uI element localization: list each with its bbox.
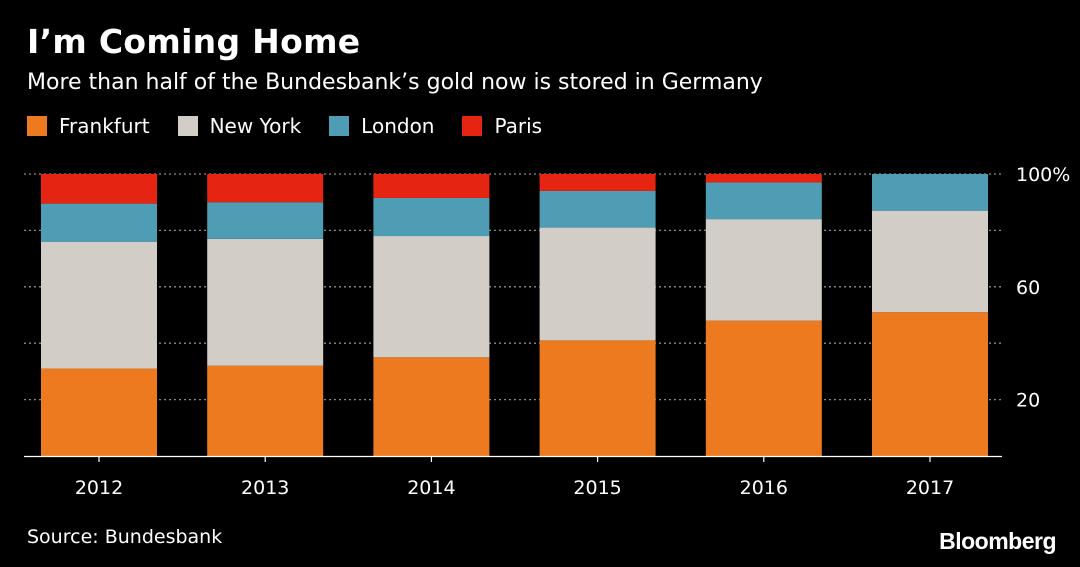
legend-swatch-paris [462, 116, 483, 136]
legend-item-new-york: New York [177, 114, 302, 138]
chart-title: I’m Coming Home [27, 22, 361, 61]
y-tick-label-100: 100% [1016, 164, 1070, 186]
legend-label-new-york: New York [209, 114, 302, 138]
bar-2014-new-york [373, 236, 490, 358]
bar-2017-new-york [872, 210, 988, 313]
bar-2013-paris [207, 174, 324, 203]
bar-2016-frankfurt [705, 320, 822, 456]
bar-2014-frankfurt [373, 357, 490, 456]
bloomberg-logo: Bloomberg [939, 528, 1056, 554]
legend-label-paris: Paris [494, 114, 543, 138]
bar-2016-london [705, 182, 822, 220]
bar-2012-frankfurt [41, 368, 157, 456]
source-note: Source: Bundesbank [27, 526, 223, 548]
x-tick-label-2016: 2016 [740, 477, 788, 499]
x-tick-label-2012: 2012 [75, 477, 123, 499]
legend-swatch-new-york [177, 116, 198, 136]
bar-2012-new-york [41, 241, 157, 369]
legend-item-frankfurt: Frankfurt [27, 114, 150, 138]
bar-2016-new-york [705, 219, 822, 321]
bar-2013-frankfurt [207, 365, 324, 456]
bar-2014-london [373, 197, 490, 237]
bar-2012-london [41, 203, 157, 242]
bar-2013-london [207, 202, 324, 239]
bar-2015-frankfurt [539, 340, 656, 456]
bar-2015-london [539, 190, 656, 228]
bar-2012-paris [41, 174, 157, 204]
legend-label-frankfurt: Frankfurt [59, 114, 150, 138]
legend-item-london: London [329, 114, 434, 138]
bar-2014-paris [373, 174, 490, 198]
y-tick-label-20: 20 [1016, 390, 1040, 412]
bar-2017-london [872, 174, 988, 211]
x-tick-label-2013: 2013 [241, 477, 289, 499]
legend-swatch-london [329, 116, 350, 136]
x-tick-label-2015: 2015 [573, 477, 621, 499]
legend-item-paris: Paris [462, 114, 542, 138]
x-tick-label-2017: 2017 [906, 477, 954, 499]
bar-2015-paris [539, 174, 656, 191]
y-tick-label-60: 60 [1016, 277, 1040, 299]
legend: Frankfurt New York London Paris [27, 114, 570, 138]
legend-label-london: London [361, 114, 435, 138]
bar-2013-new-york [207, 238, 324, 366]
x-tick-label-2014: 2014 [407, 477, 455, 499]
bar-2016-paris [705, 174, 822, 183]
bar-2017-frankfurt [872, 312, 988, 456]
legend-swatch-frankfurt [27, 116, 47, 136]
chart-subtitle: More than half of the Bundesbank’s gold … [27, 70, 763, 95]
bar-2015-new-york [539, 227, 656, 341]
